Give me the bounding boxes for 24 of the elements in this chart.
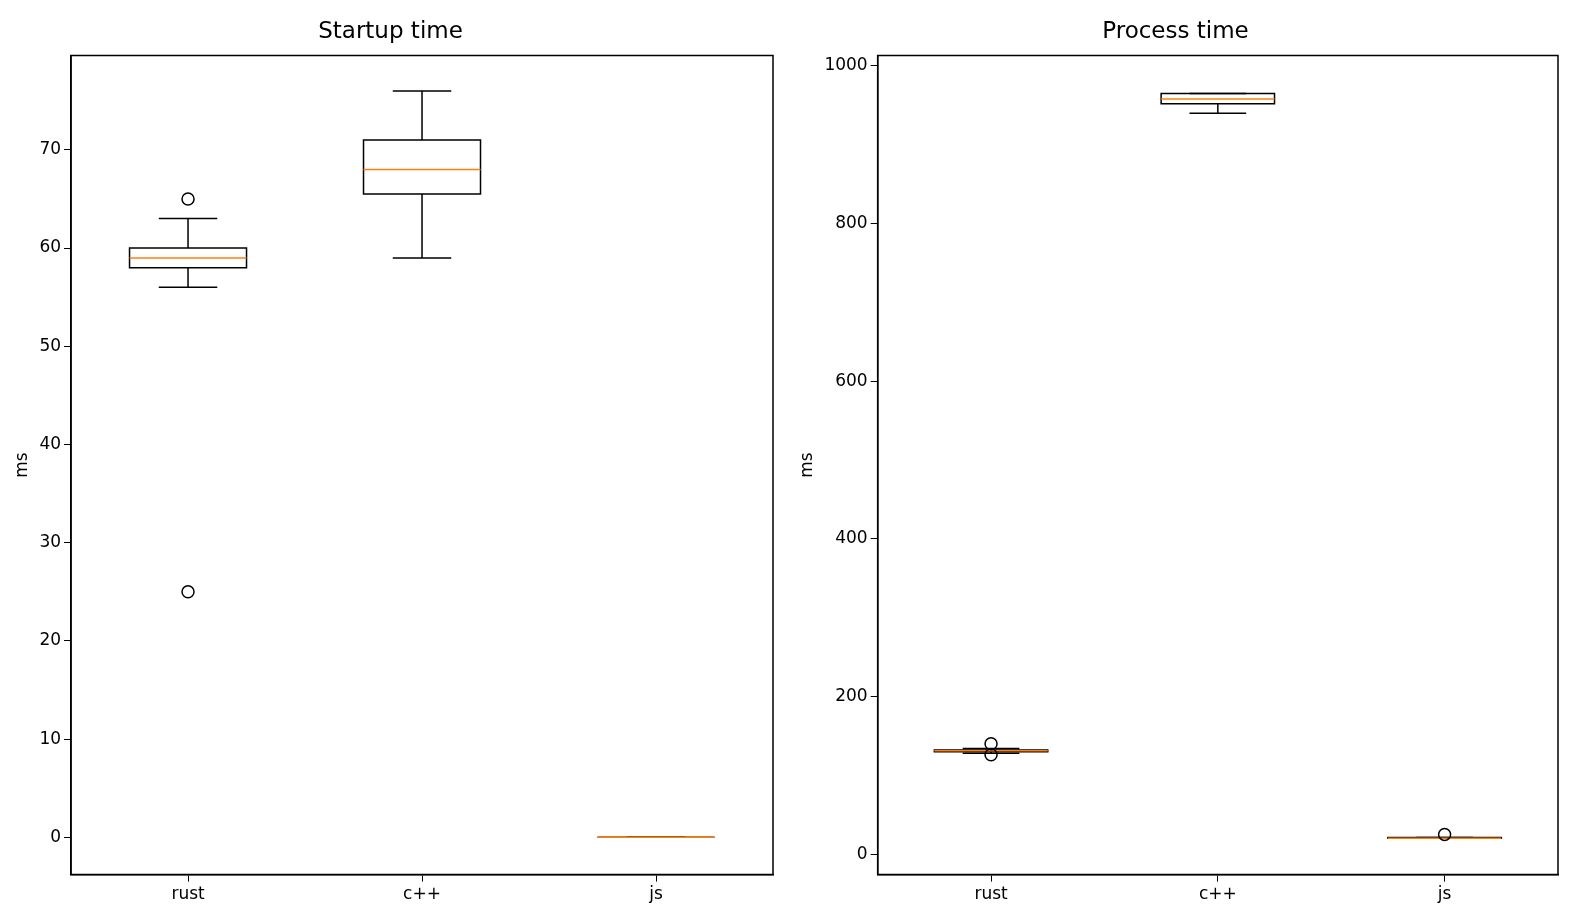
x-tick-label: c++ bbox=[1198, 883, 1237, 904]
chart-title: Process time bbox=[1102, 16, 1249, 43]
y-axis-title: ms bbox=[10, 452, 31, 478]
y-tick-label: 0 bbox=[856, 842, 868, 863]
y-tick-label: 800 bbox=[835, 211, 868, 232]
y-tick-label: 50 bbox=[39, 334, 62, 355]
x-tick-label: rust bbox=[171, 883, 205, 904]
x-tick-label: rust bbox=[974, 883, 1009, 904]
y-tick-label: 0 bbox=[50, 825, 62, 846]
y-tick-label: 30 bbox=[39, 531, 62, 552]
y-tick-label: 10 bbox=[39, 727, 62, 748]
y-tick-label: 400 bbox=[835, 527, 868, 548]
y-tick-label: 600 bbox=[835, 369, 868, 390]
y-axis-title: ms bbox=[795, 452, 816, 478]
y-tick-label: 1000 bbox=[824, 54, 868, 75]
x-tick-label: js bbox=[648, 883, 663, 904]
x-tick-label: c++ bbox=[403, 883, 441, 904]
y-tick-label: 200 bbox=[835, 684, 868, 705]
y-tick-label: 60 bbox=[39, 236, 62, 257]
x-tick-label: js bbox=[1436, 883, 1452, 904]
chart-title: Startup time bbox=[318, 16, 463, 43]
y-tick-label: 20 bbox=[39, 629, 62, 650]
y-tick-label: 70 bbox=[39, 138, 62, 159]
y-tick-label: 40 bbox=[39, 432, 62, 453]
